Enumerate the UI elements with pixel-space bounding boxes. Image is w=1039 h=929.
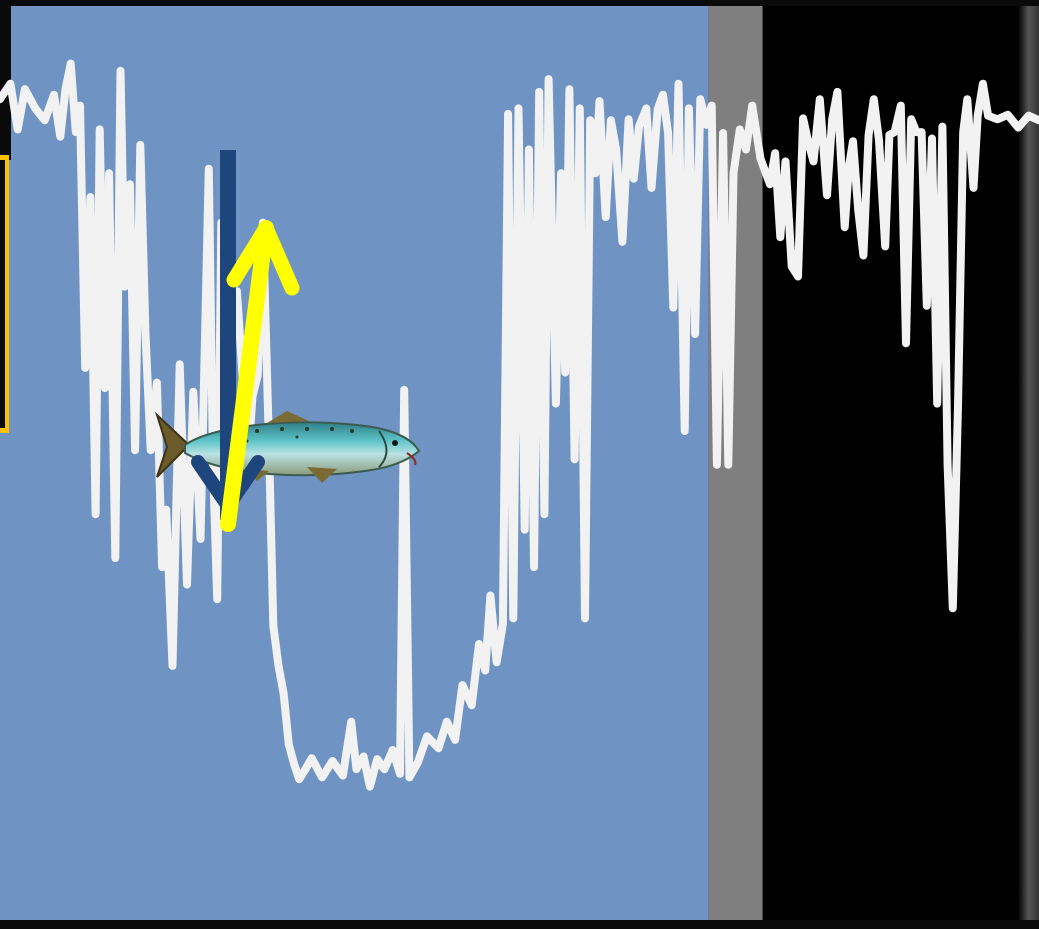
bottom-frame	[0, 920, 1039, 929]
top-frame	[0, 0, 1039, 6]
right-edge-shadow	[1018, 6, 1039, 920]
